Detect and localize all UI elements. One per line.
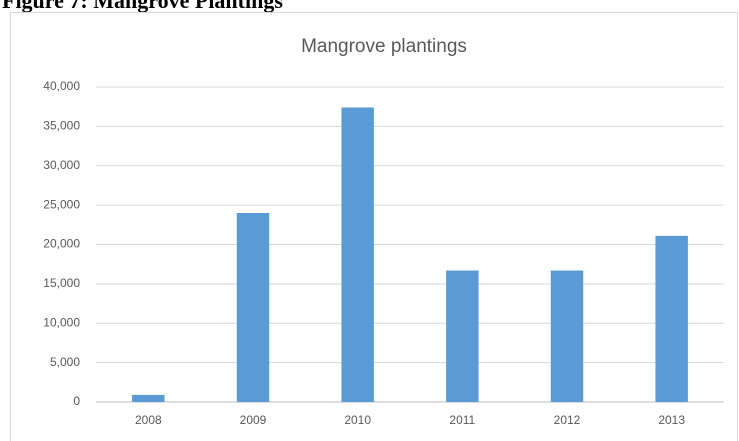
chart-frame <box>10 12 738 441</box>
x-tick-label: 2008 <box>135 413 162 427</box>
bar <box>446 270 479 402</box>
bar <box>132 394 165 402</box>
y-tick-label: 20,000 <box>43 237 80 251</box>
chart-title: Mangrove plantings <box>301 36 467 57</box>
y-tick-label: 25,000 <box>43 197 80 211</box>
bar <box>341 107 374 402</box>
y-tick-label: 5,000 <box>50 355 80 369</box>
y-tick-label: 40,000 <box>43 79 80 93</box>
x-tick-label: 2010 <box>344 413 371 427</box>
bar <box>550 270 584 402</box>
x-tick-label: 2013 <box>658 413 685 427</box>
y-tick-label: 10,000 <box>43 315 80 329</box>
y-tick-label: 15,000 <box>43 276 80 290</box>
bar <box>236 213 270 402</box>
x-tick-label: 2012 <box>554 413 581 427</box>
x-tick-label: 2011 <box>449 413 475 427</box>
y-tick-label: 0 <box>73 394 80 408</box>
bar <box>655 235 688 402</box>
y-tick-label: 30,000 <box>43 158 80 172</box>
x-tick-label: 2009 <box>240 413 267 427</box>
figure-heading: Figure 7: Mangrove Plantings <box>2 0 283 13</box>
y-tick-label: 35,000 <box>43 119 80 133</box>
